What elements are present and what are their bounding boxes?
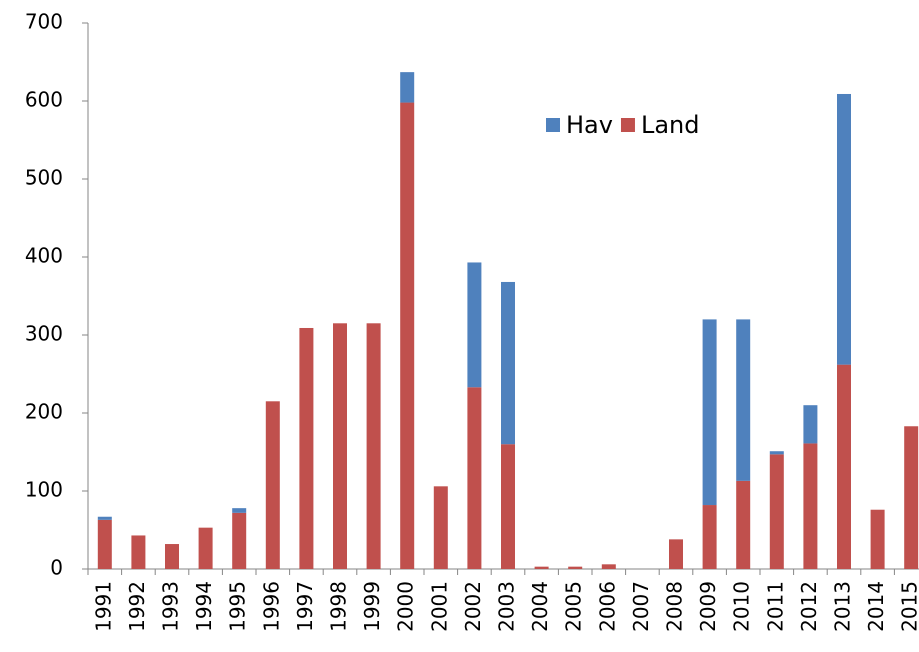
x-tick-label: 2015 (898, 581, 919, 632)
bar-segment (467, 387, 482, 569)
y-tick-label: 0 (50, 556, 63, 580)
bar-segment (702, 505, 717, 569)
bar-segment (97, 516, 112, 520)
y-tick-label: 400 (25, 244, 63, 268)
bar-segment (769, 454, 784, 569)
bar-segment (232, 512, 247, 569)
bar-segment (501, 281, 515, 445)
x-tick-label: 1997 (293, 581, 317, 632)
x-tick-label: 2014 (864, 581, 888, 632)
legend-label: Hav (566, 111, 613, 139)
bar-segment (736, 319, 751, 481)
x-tick-label: 1994 (192, 581, 216, 632)
bar-segment (669, 539, 683, 569)
legend-label: Land (641, 111, 700, 139)
bar-segment (232, 508, 247, 513)
y-tick-label: 300 (25, 322, 63, 346)
bar-segment (467, 262, 482, 388)
bar-segment (534, 566, 549, 569)
y-tick-label: 500 (25, 166, 63, 190)
bar-segment (131, 535, 146, 569)
x-tick-label: 2003 (495, 581, 519, 632)
x-tick-label: 2010 (730, 581, 754, 632)
bar-segment (837, 93, 851, 365)
x-tick-label: 2009 (696, 581, 720, 632)
bar-segment (97, 519, 112, 569)
bar-segment (299, 327, 314, 569)
x-tick-label: 1993 (159, 581, 183, 632)
x-tick-label: 2011 (763, 581, 787, 632)
x-tick-label: 2012 (797, 581, 821, 632)
bar-segment (837, 364, 851, 569)
bar-segment (366, 323, 381, 569)
x-tick-label: 2001 (427, 581, 451, 632)
bar-segment (165, 544, 179, 569)
y-tick-label: 200 (25, 400, 63, 424)
x-tick-label: 1996 (259, 581, 283, 632)
x-tick-label: 2000 (394, 581, 418, 632)
y-tick-label: 100 (25, 478, 63, 502)
y-tick-label: 700 (25, 10, 63, 34)
bar-segment (803, 443, 818, 569)
bar-segment (870, 509, 885, 569)
bar-segment (265, 401, 280, 569)
bar-segment (501, 444, 515, 569)
x-tick-label: 1995 (226, 581, 250, 632)
x-tick-label: 1991 (91, 581, 115, 632)
bar-segment (433, 486, 448, 569)
x-tick-label: 2004 (528, 581, 552, 632)
x-tick-label: 2007 (629, 581, 653, 632)
bar-segment (803, 405, 818, 444)
bar-segment (400, 72, 415, 103)
x-tick-label: 2013 (831, 581, 855, 632)
bar-segment (333, 323, 347, 569)
bar-segment (702, 319, 717, 506)
legend-swatch (620, 118, 635, 132)
bar-segment (904, 426, 919, 569)
y-tick-label: 600 (25, 88, 63, 112)
bar-segment (400, 102, 415, 569)
legend-swatch (546, 118, 560, 132)
x-tick-label: 2006 (595, 581, 619, 632)
bar-segment (769, 451, 784, 455)
bar-segment (568, 566, 583, 569)
x-tick-label: 2005 (562, 581, 586, 632)
bar-segment (736, 480, 751, 569)
bar-segment (198, 527, 213, 569)
x-tick-label: 2002 (461, 581, 485, 632)
x-tick-label: 2008 (663, 581, 687, 632)
x-tick-label: 1998 (327, 581, 351, 632)
x-tick-label: 1999 (360, 581, 384, 632)
bar-segment (601, 564, 616, 569)
x-tick-label: 1992 (125, 581, 149, 632)
